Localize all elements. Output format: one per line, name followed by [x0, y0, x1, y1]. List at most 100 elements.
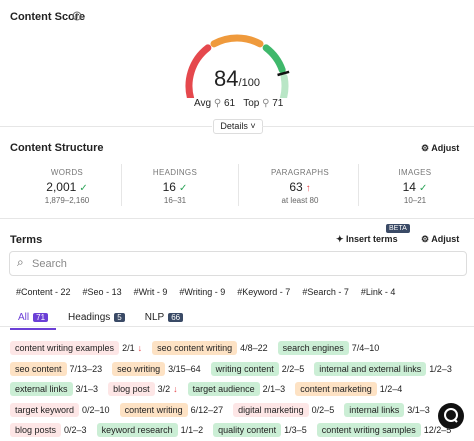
tab[interactable]: NLP 66 — [137, 312, 191, 328]
top-icon: ⚲ — [262, 98, 270, 109]
term-chip[interactable]: content marketing — [295, 382, 377, 396]
metric: IMAGES 14 ✓ 10–21 — [365, 168, 465, 205]
term-count: 1/3–5 — [284, 425, 307, 435]
avg-label: Avg — [194, 98, 212, 109]
term-chip[interactable]: target audience — [187, 382, 260, 396]
metric-range: 10–21 — [403, 196, 427, 205]
metric-value: 14 ✓ — [365, 180, 465, 194]
info-icon — [72, 11, 82, 21]
gauge-segment — [262, 44, 286, 74]
divider — [0, 326, 474, 327]
term-count: 6/12–27 — [190, 404, 224, 415]
search-placeholder: Search — [32, 258, 67, 270]
metric-separator — [121, 164, 122, 206]
term-chip[interactable]: seo writing — [112, 361, 166, 376]
tab[interactable]: All 71 — [10, 312, 57, 330]
metric-label: WORDS — [50, 168, 84, 177]
filter-tag[interactable]: #Link - 4 — [360, 287, 396, 297]
term-count: 4/8–22 — [240, 343, 268, 353]
metric-number: 2,001 — [46, 180, 77, 194]
metric-range: 16–31 — [163, 196, 187, 205]
term-chip[interactable]: internal links — [344, 402, 405, 417]
divider — [0, 218, 474, 219]
term-chip[interactable]: external links — [10, 382, 73, 396]
search-box[interactable]: ⌕ Search — [9, 251, 467, 276]
term-chip[interactable]: digital marketing — [233, 402, 309, 417]
term-count: 1/1–2 — [180, 425, 204, 435]
filter-tag[interactable]: #Writing - 9 — [179, 287, 226, 297]
filter-tag[interactable]: #Seo - 13 — [82, 287, 122, 297]
term-count: 7/13–23 — [69, 363, 103, 374]
terms-adjust-button[interactable]: ⚙ Adjust — [421, 234, 460, 244]
metric: WORDS 2,001 ✓ 1,879–2,160 — [17, 168, 117, 205]
term-count: 7/4–10 — [351, 343, 380, 353]
filters: #Content - 22 #Seo - 13 #Writ - 9 #Writing … — [16, 282, 407, 300]
term-chip[interactable]: content writing — [119, 402, 188, 417]
term-chip[interactable]: target keyword — [10, 402, 80, 417]
metric-label: IMAGES — [398, 168, 432, 177]
status-icon: ✓ — [79, 183, 88, 194]
adjust-button[interactable]: ⚙ Adjust — [421, 143, 460, 153]
term-count: 2/1 — [122, 343, 135, 353]
term-count: 2/2–5 — [281, 363, 305, 374]
term-chip[interactable]: writing content — [210, 361, 279, 376]
gauge-needle — [277, 70, 290, 77]
terms-title: Terms — [10, 234, 43, 246]
term-row: target keyword 0/2–10 content writing 6/12–… — [10, 400, 440, 418]
metric-range: 1,879–2,160 — [44, 196, 90, 205]
term-row: seo content 7/13–23 seo writing 3/15–64 writ… — [10, 359, 462, 377]
chat-button[interactable] — [437, 402, 465, 430]
term-chip[interactable]: quality content — [213, 423, 282, 437]
insert-terms-button[interactable]: ✦ Insert terms — [336, 234, 398, 244]
adjust-label: Adjust — [431, 143, 460, 153]
tab[interactable]: Headings 5 — [60, 312, 133, 328]
terms-adjust-label: Adjust — [431, 234, 460, 244]
avg: 61 — [223, 98, 236, 109]
details-button[interactable]: Details ˅ — [213, 119, 263, 134]
term-count: 1/2–4 — [379, 384, 403, 394]
beta-badge: BETA — [386, 224, 410, 233]
term-count: 12/2–5 — [423, 425, 452, 435]
metric-value: 16 ✓ — [125, 180, 225, 194]
filter-tag[interactable]: #Content - 22 — [16, 287, 71, 297]
term-row: external links 3/1–3 blog post 3/2 ↓ target a… — [10, 379, 412, 397]
term-count: 0/2–10 — [82, 404, 110, 415]
tab-count: 66 — [168, 313, 184, 322]
filter-tag[interactable]: #Keyword - 7 — [237, 287, 291, 297]
metric-number: 63 — [289, 180, 303, 194]
term-chip[interactable]: search engines — [277, 341, 349, 355]
term-row: blog posts 0/2–3 keyword research 1/1–2 qual… — [10, 420, 461, 438]
filter-tag[interactable]: #Writ - 9 — [133, 287, 168, 297]
filter-tag[interactable]: #Search - 7 — [302, 287, 349, 297]
term-count: 3/2 — [157, 384, 171, 394]
term-chip[interactable]: internal and external links — [314, 361, 427, 376]
metric: PARAGRAPHS 63 ↑ at least 80 — [250, 168, 350, 205]
tab-count: 5 — [114, 313, 125, 322]
top-label: Top — [243, 98, 260, 109]
term-count: 3/15–64 — [168, 363, 201, 374]
metric-value: 63 ↑ — [250, 180, 350, 194]
gauge-segment — [279, 73, 289, 98]
term-count: 2/1–3 — [262, 384, 286, 394]
term-count: 0/2–5 — [311, 404, 335, 415]
structure-title: Content Structure — [10, 142, 104, 154]
term-chip[interactable]: seo content writing — [152, 341, 238, 355]
tab-label: Headings — [68, 312, 111, 323]
term-chip[interactable]: keyword research — [96, 423, 178, 437]
tabs: All 71 Headings 5 NLP 66 — [10, 307, 195, 330]
score-value: 84 — [214, 66, 239, 91]
term-count: 1/2–3 — [429, 363, 452, 374]
over-arrow: ↓ — [137, 343, 143, 353]
gauge-segment — [210, 34, 264, 48]
gauge — [185, 34, 290, 98]
status-icon: ↑ — [305, 183, 311, 194]
tab-label: All — [18, 312, 30, 323]
term-chip[interactable]: seo content — [10, 361, 67, 376]
term-chip[interactable]: blog posts — [10, 423, 62, 437]
metric-value: 2,001 ✓ — [17, 180, 117, 194]
avg-icon: ⚲ — [213, 98, 222, 109]
term-chip[interactable]: content writing examples — [10, 341, 120, 355]
term-chip[interactable]: content writing samples — [316, 423, 421, 437]
term-chip[interactable]: blog post — [108, 382, 155, 396]
